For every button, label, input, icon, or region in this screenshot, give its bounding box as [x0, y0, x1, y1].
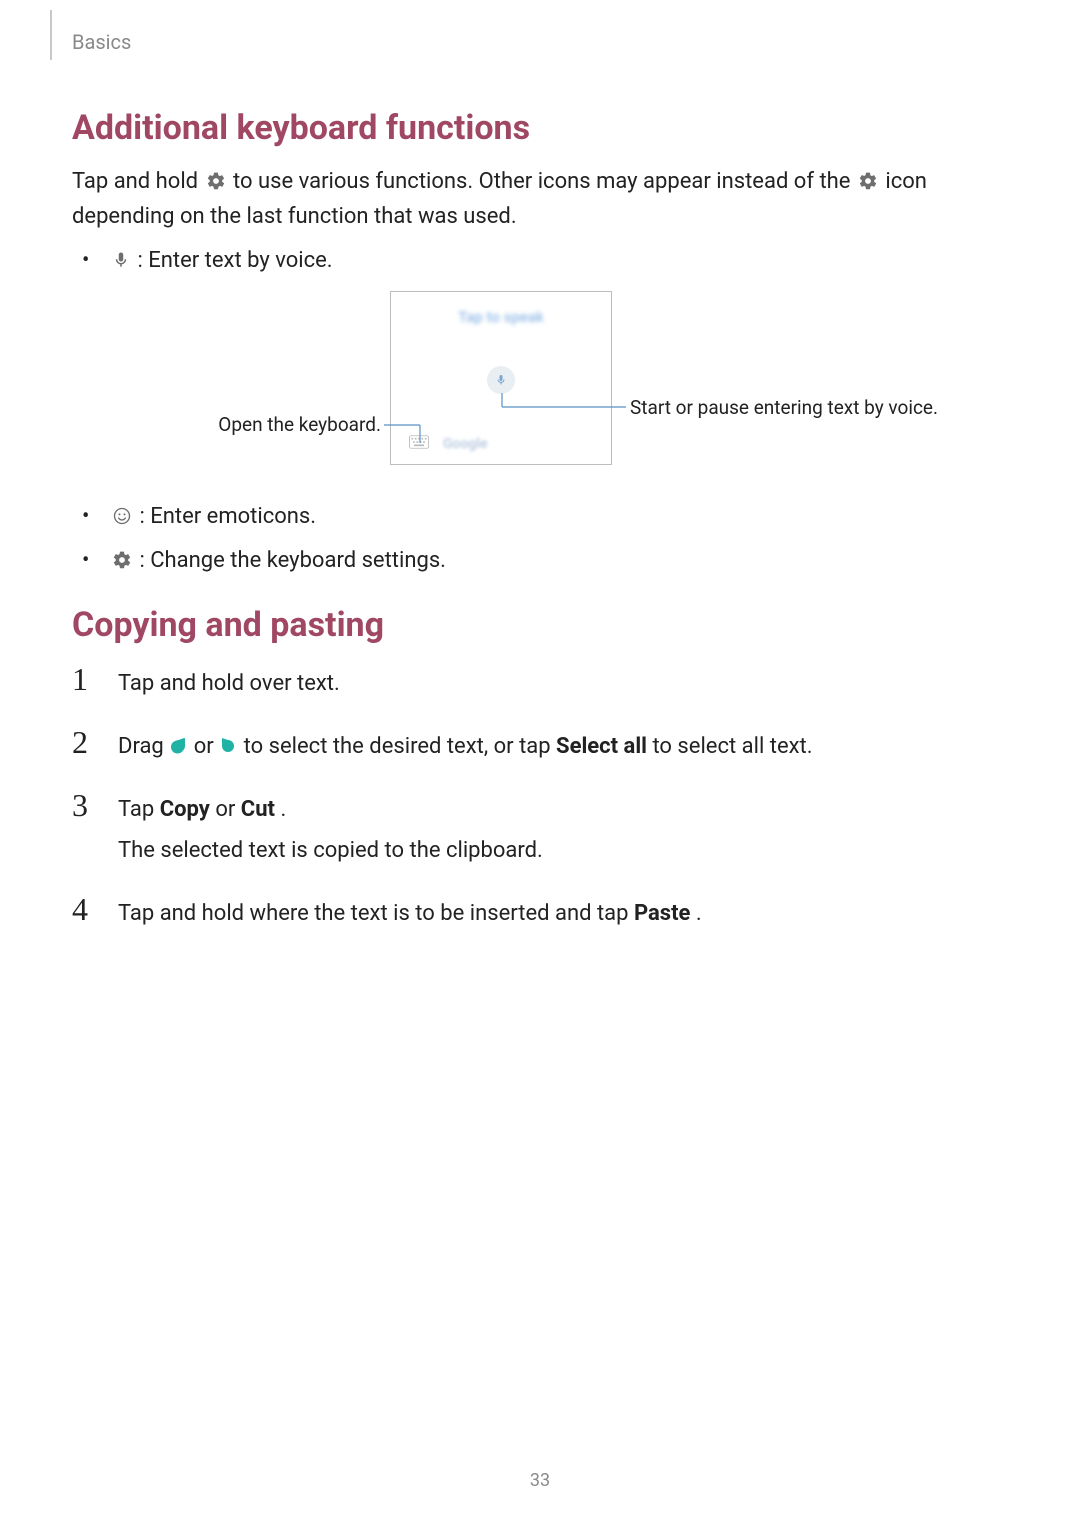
keyboard-icon: [409, 434, 429, 453]
function-list-top: : Enter text by voice.: [72, 243, 1008, 281]
list-text: : Change the keyboard settings.: [134, 548, 446, 573]
page-number: 33: [0, 1470, 1080, 1491]
voice-panel: Tap to speak Google: [390, 291, 612, 465]
step-body: Tap and hold where the text is to be ins…: [118, 893, 702, 930]
intro-text-2: to use various functions. Other icons ma…: [233, 169, 856, 194]
step-text: .: [696, 901, 702, 926]
mic-icon: [112, 246, 130, 281]
list-text: : Enter text by voice.: [132, 248, 333, 273]
breadcrumb: Basics: [72, 30, 1008, 54]
step-number: 4: [72, 893, 100, 925]
steps-list: 1 Tap and hold over text. 2 Drag or to s…: [72, 663, 1008, 930]
list-text: : Enter emoticons.: [134, 504, 316, 529]
step-text: Tap: [118, 797, 160, 822]
step-body: Tap Copy or Cut . The selected text is c…: [118, 789, 543, 867]
callout-start-pause-voice: Start or pause entering text by voice.: [630, 395, 940, 421]
intro-text-1: Tap and hold: [72, 169, 204, 194]
function-list-bottom: : Enter emoticons. : Change the keyboard…: [72, 499, 1008, 581]
selection-handle-left-icon: [171, 733, 186, 753]
side-rule: [50, 10, 52, 60]
list-item-emoticons: : Enter emoticons.: [98, 499, 1008, 537]
step-text: Drag: [118, 734, 169, 759]
tap-to-speak-label: Tap to speak: [391, 308, 611, 326]
step-4: 4 Tap and hold where the text is to be i…: [72, 893, 1008, 930]
gear-icon: [112, 546, 132, 581]
intro-paragraph: Tap and hold to use various functions. O…: [72, 166, 1008, 233]
selection-handle-right-icon: [221, 733, 236, 753]
step-body: Tap and hold over text.: [118, 663, 340, 700]
callout-open-keyboard: Open the keyboard.: [216, 413, 381, 436]
step-text: or: [194, 734, 219, 759]
list-item-settings: : Change the keyboard settings.: [98, 543, 1008, 581]
smile-icon: [112, 502, 132, 537]
step-3: 3 Tap Copy or Cut . The selected text is…: [72, 789, 1008, 867]
paste-label: Paste: [634, 901, 690, 926]
voice-bottom-bar: Google: [391, 424, 611, 464]
heading-copying-pasting: Copying and pasting: [72, 605, 1008, 645]
copy-label: Copy: [160, 797, 210, 822]
step-number: 2: [72, 726, 100, 758]
step-number: 3: [72, 789, 100, 821]
select-all-label: Select all: [556, 734, 647, 759]
step-text: Tap and hold where the text is to be ins…: [118, 901, 634, 926]
gear-icon: [206, 169, 226, 201]
step-subtext: The selected text is copied to the clipb…: [118, 834, 543, 867]
manual-page: Basics Additional keyboard functions Tap…: [0, 0, 1080, 1527]
voice-input-diagram: Tap to speak Google Open the keyboard. S…: [110, 291, 970, 481]
mic-button-icon: [487, 366, 515, 394]
step-number: 1: [72, 663, 100, 695]
step-text: to select all text.: [652, 734, 812, 759]
step-1: 1 Tap and hold over text.: [72, 663, 1008, 700]
step-text: to select the desired text, or tap: [244, 734, 556, 759]
list-item-voice: : Enter text by voice.: [98, 243, 1008, 281]
step-2: 2 Drag or to select the desired text, or…: [72, 726, 1008, 763]
cut-label: Cut: [241, 797, 275, 822]
step-text: .: [280, 797, 286, 822]
google-label: Google: [443, 436, 488, 452]
heading-additional-keyboard: Additional keyboard functions: [72, 108, 1008, 148]
step-text: or: [215, 797, 240, 822]
step-body: Drag or to select the desired text, or t…: [118, 726, 813, 763]
gear-icon: [858, 169, 878, 201]
